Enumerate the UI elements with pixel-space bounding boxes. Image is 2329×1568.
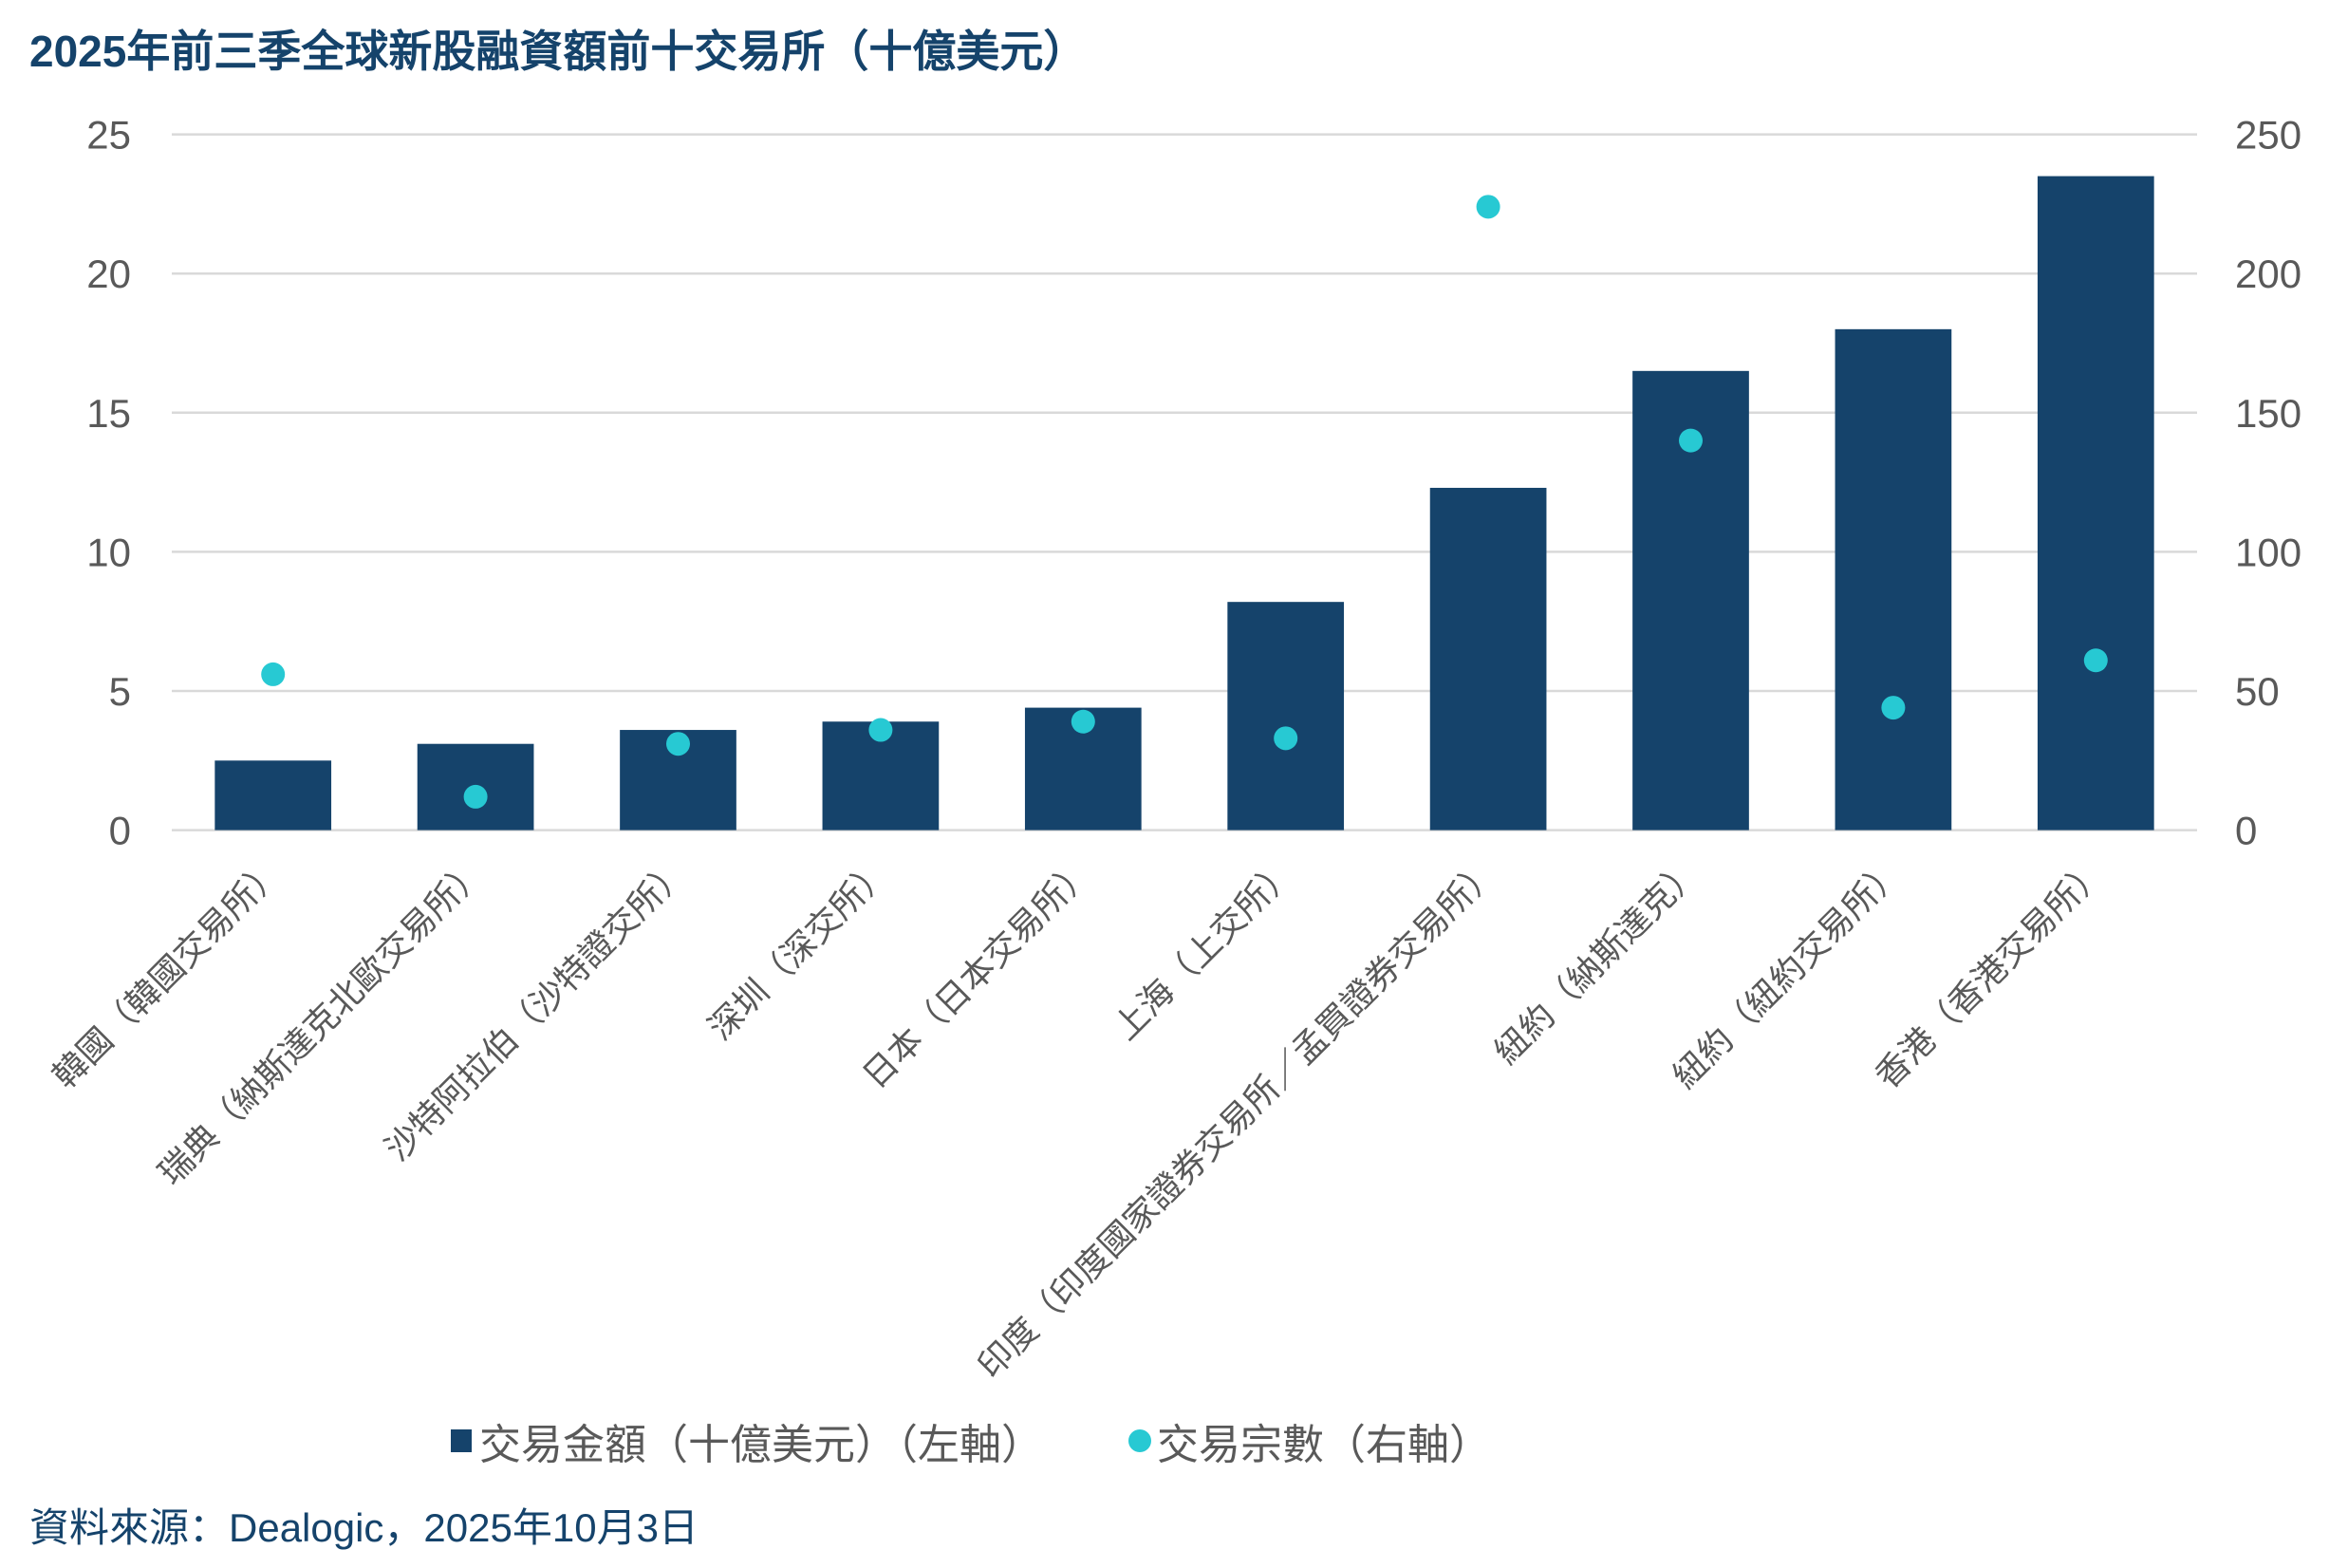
bar [1227, 602, 1345, 831]
data-point-dot [1274, 726, 1298, 751]
data-point-dot [2083, 648, 2108, 673]
category-labels: 韓國（韓國交易所）瑞典（納斯達克北歐交易所）沙特阿拉伯（沙特證交所） 深圳（深交所… [46, 851, 2114, 1387]
data-point-dot [666, 732, 690, 756]
bar [1429, 487, 1547, 831]
chart-plot: 0 5 10 15 20 25 0 50 100 150 200 250 韓國（韓國交易所）瑞典（納… [46, 113, 2301, 1387]
legend-bars-label: 交易金額（十億美元）（左軸） [479, 1422, 1043, 1468]
left-tick-label: 0 [109, 809, 131, 853]
bar [2037, 176, 2154, 831]
left-tick-label: 25 [86, 113, 131, 158]
category-label: 深圳（深交所） [701, 851, 898, 1048]
right-tick-label: 250 [2235, 113, 2301, 158]
left-axis-ticks: 0 5 10 15 20 25 [86, 113, 131, 853]
right-tick-label: 150 [2235, 391, 2301, 436]
left-tick-label: 10 [86, 530, 131, 574]
category-label: 上海（上交所） [1107, 851, 1303, 1048]
data-point-dot [1881, 696, 1906, 720]
data-point-dot [1476, 195, 1500, 219]
source-note: 資料來源：Dealogic，2025年10月3日 [29, 1505, 699, 1550]
left-tick-label: 20 [86, 252, 131, 296]
data-point-dot [463, 784, 488, 809]
legend-item-dots: 交易宗數（右軸） [1128, 1410, 1491, 1471]
right-tick-label: 200 [2235, 252, 2301, 296]
left-tick-label: 5 [109, 669, 131, 714]
bar [1835, 328, 1952, 831]
category-label: 瑞典（納斯達克北歐交易所） [152, 851, 494, 1193]
right-axis-ticks: 0 50 100 150 200 250 [2235, 113, 2301, 853]
bar [214, 760, 332, 831]
legend-item-bars: 交易金額（十億美元）（左軸） [451, 1410, 1043, 1471]
chart-legend: 交易金額（十億美元）（左軸） 交易宗數（右軸） [451, 1410, 1576, 1471]
dot-swatch-icon [1128, 1429, 1151, 1452]
category-label: 紐約（納斯達克） [1487, 851, 1708, 1073]
data-point-dot [1679, 428, 1703, 453]
data-point-dot [1071, 709, 1095, 734]
category-label: 日本（日本交易所） [856, 851, 1101, 1096]
category-label: 韓國（韓國交易所） [46, 851, 290, 1096]
category-label: 香港（香港交易所） [1869, 851, 2114, 1096]
bar-swatch-icon [451, 1429, 472, 1452]
right-tick-label: 50 [2235, 669, 2280, 714]
data-point-dot [261, 662, 286, 686]
left-tick-label: 15 [86, 391, 131, 436]
dot-series [261, 195, 2108, 809]
chart-title: 2025年前三季全球新股融資額前十交易所（十億美元） [29, 27, 1088, 76]
bar-series [214, 176, 2154, 831]
category-label: 紐約（紐約交易所） [1666, 851, 1910, 1096]
legend-dots-label: 交易宗數（右軸） [1157, 1422, 1491, 1468]
data-point-dot [868, 718, 893, 742]
right-tick-label: 100 [2235, 530, 2301, 574]
right-tick-label: 0 [2235, 809, 2257, 853]
